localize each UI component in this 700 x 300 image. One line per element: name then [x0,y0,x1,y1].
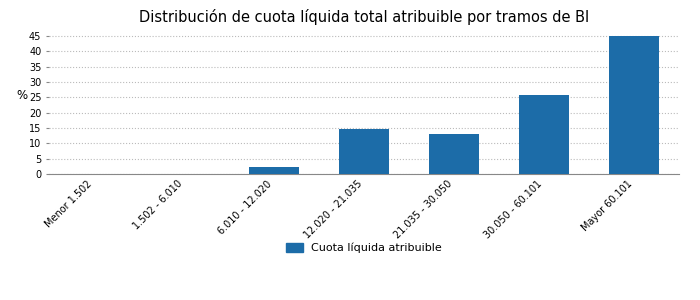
Bar [340,129,389,174]
Bar [519,95,568,174]
Bar [249,167,299,174]
Bar [609,36,659,174]
Title: Distribución de cuota líquida total atribuible por tramos de BI: Distribución de cuota líquida total atri… [139,9,589,25]
Y-axis label: %: % [16,89,27,102]
Legend: Cuota líquida atribuible: Cuota líquida atribuible [281,238,447,258]
Bar [429,134,479,174]
